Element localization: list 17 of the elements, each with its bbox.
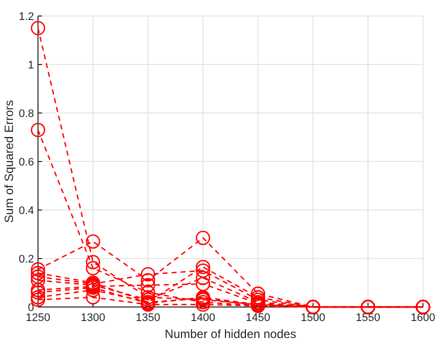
- x-tick-label: 1550: [356, 312, 380, 324]
- y-tick-label: 0.4: [18, 205, 34, 217]
- y-tick-label: 0.6: [18, 156, 34, 168]
- x-tick-label: 1500: [300, 312, 326, 324]
- x-tick-label: 1400: [190, 312, 216, 324]
- x-tick-label: 1450: [246, 312, 270, 324]
- x-tick-label: 1350: [136, 312, 160, 324]
- y-axis-title: Sum of Squared Errors: [2, 100, 16, 223]
- x-tick-label: 1300: [80, 312, 106, 324]
- x-tick-label: 1600: [410, 312, 436, 324]
- y-tick-label: 1.2: [18, 11, 34, 23]
- y-tick-label: 0.8: [18, 108, 34, 120]
- x-tick-label: 1250: [26, 312, 50, 324]
- y-tick-label: 1: [28, 60, 34, 72]
- y-tick-label: 0: [28, 302, 34, 314]
- y-tick-label: 0.2: [18, 254, 34, 266]
- x-axis-title: Number of hidden nodes: [164, 327, 296, 341]
